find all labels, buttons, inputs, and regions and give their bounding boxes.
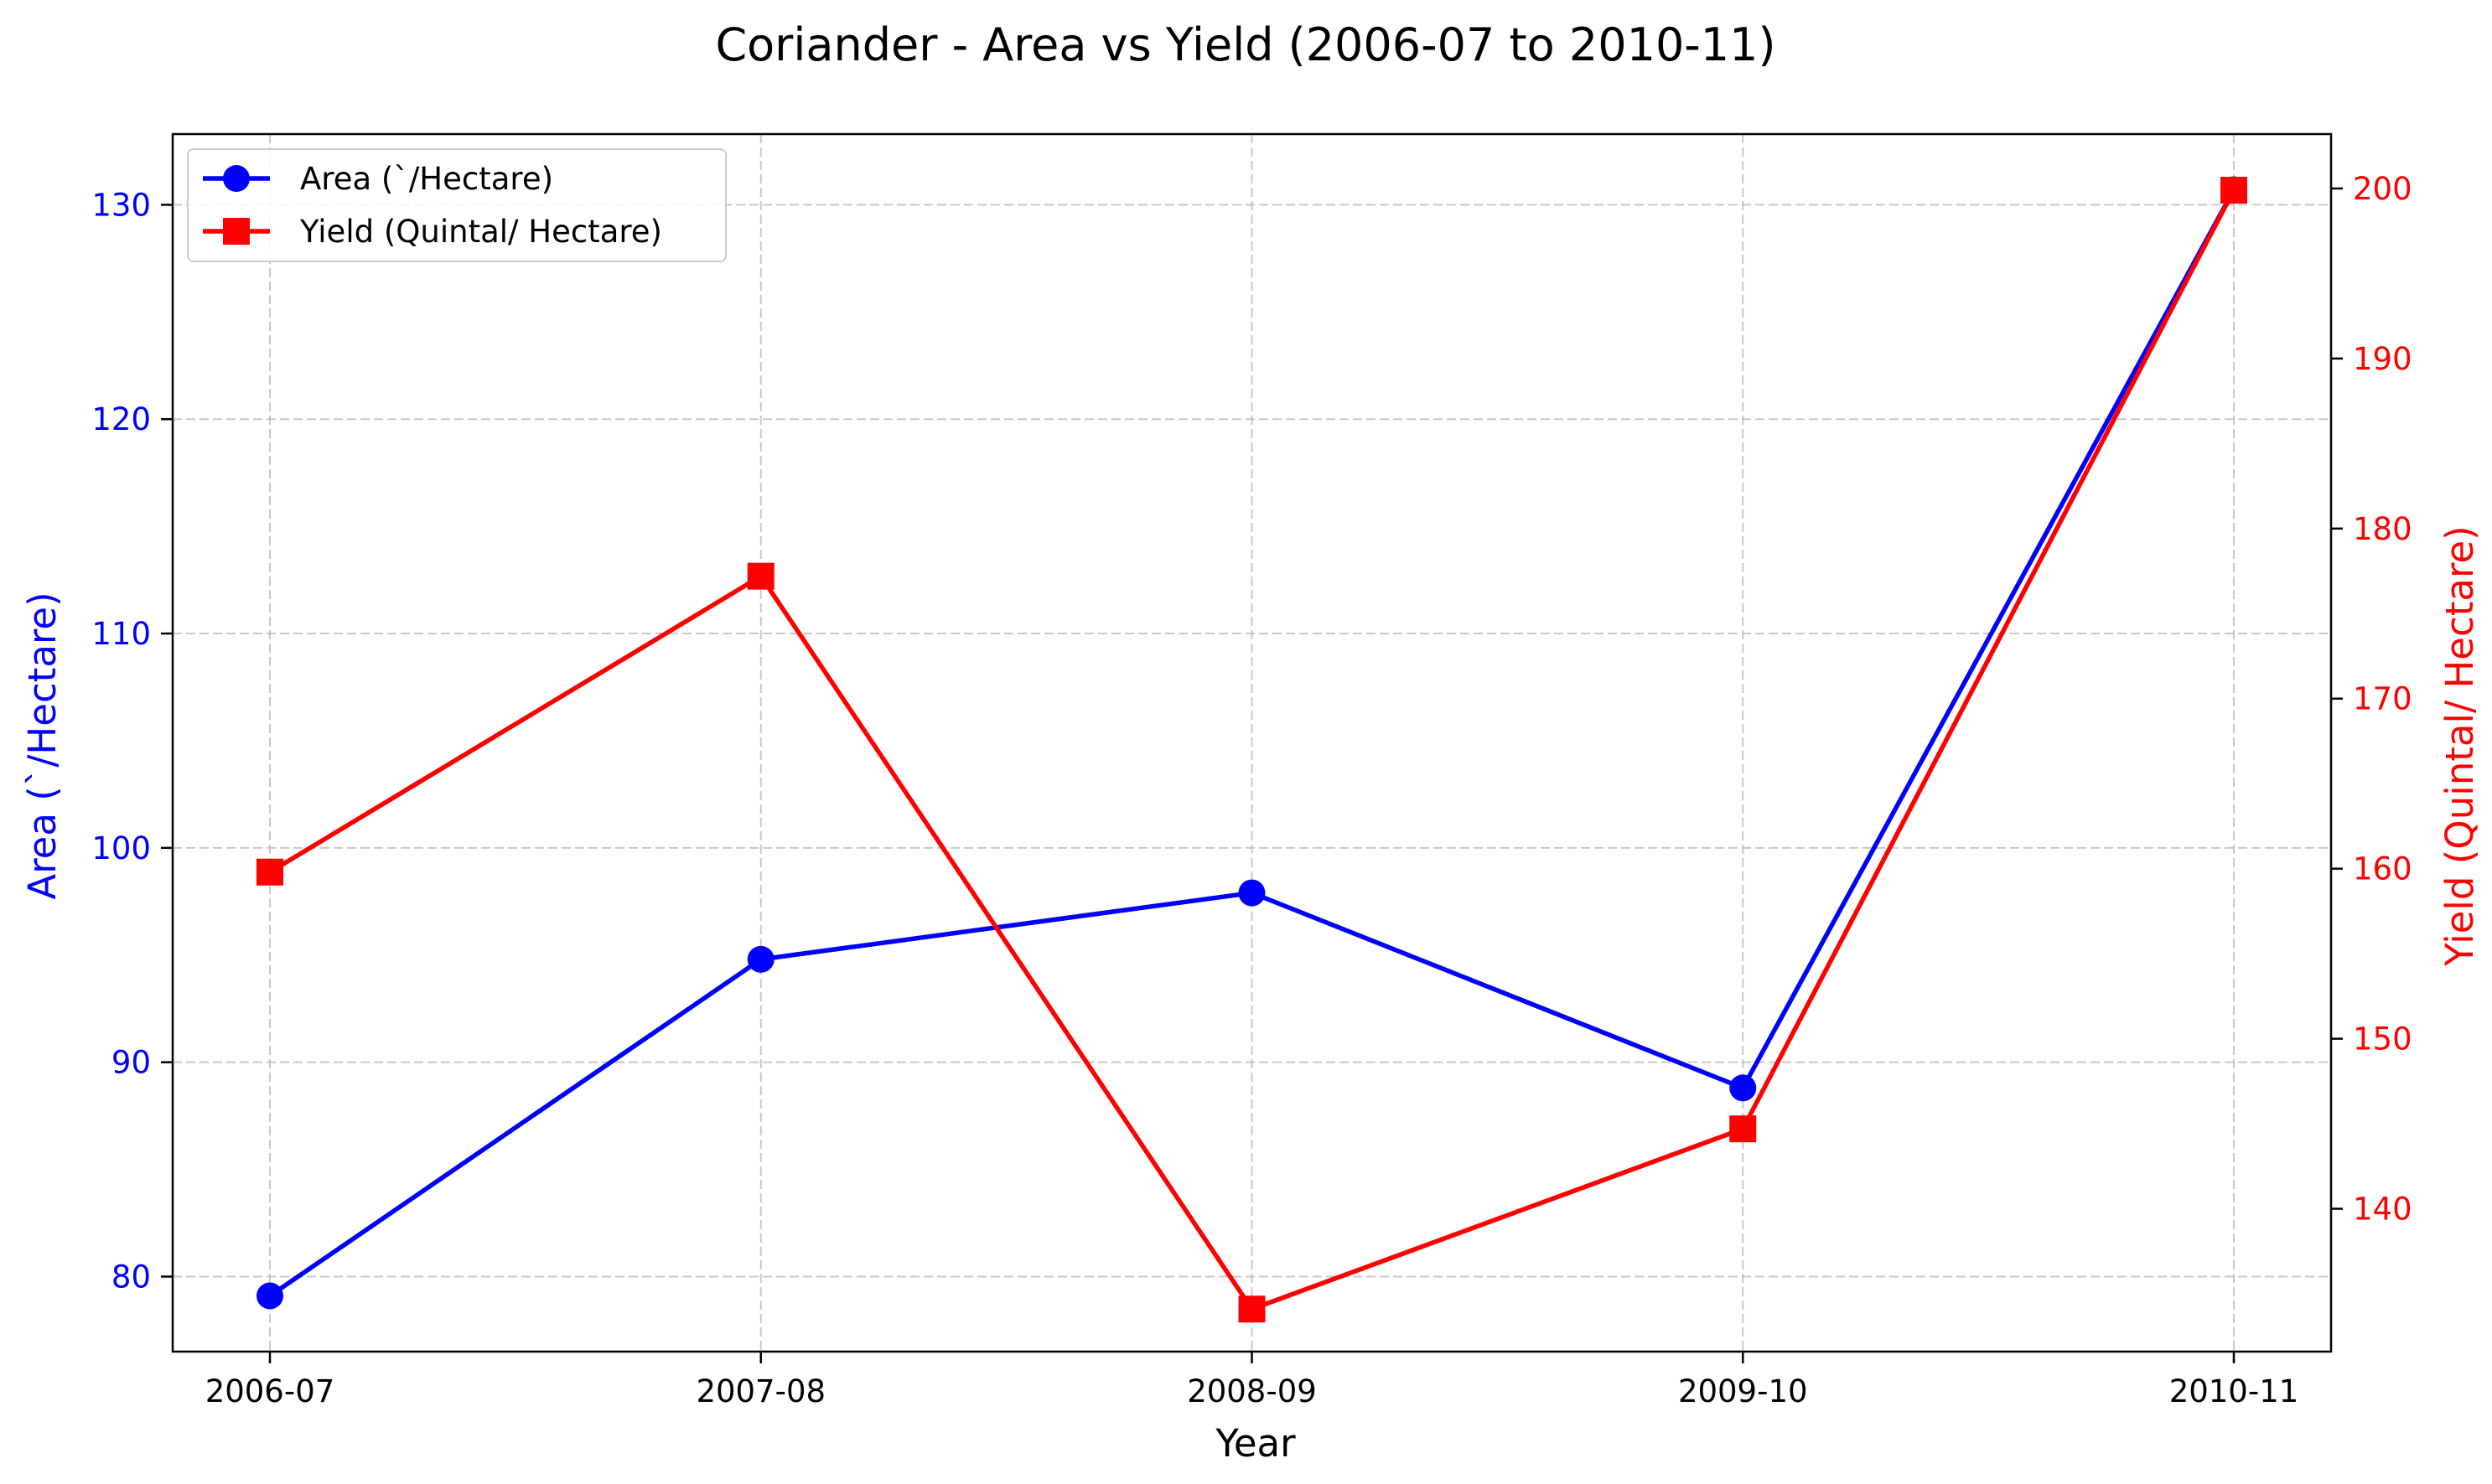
y-tick-label-right: 150	[2353, 1021, 2412, 1057]
legend-box	[187, 148, 727, 262]
x-tick-label: 2006-07	[205, 1373, 335, 1409]
y-tick-label-right: 200	[2353, 171, 2412, 207]
y-tick-label-right: 180	[2353, 511, 2412, 547]
y-axis-label-right: Yield (Quintal/ Hectare)	[2438, 525, 2482, 966]
y-tick-label-left: 110	[91, 616, 151, 652]
yield-point	[747, 562, 775, 590]
y-tick-label-left: 80	[111, 1259, 151, 1295]
x-tick-label: 2010-11	[2169, 1373, 2299, 1409]
x-tick-label: 2007-08	[696, 1373, 826, 1409]
grid-layer	[173, 134, 2331, 1352]
legend-marker-yield	[223, 218, 250, 245]
y-tick-label-right: 140	[2353, 1192, 2412, 1228]
ticks-layer: 2006-07 2007-08 2008-09 2009-10 2010-11 80 90 1…	[91, 171, 2412, 1409]
y-tick-label-left: 100	[91, 830, 151, 866]
chart-title: Coriander - Area vs Yield (2006-07 to 20…	[715, 18, 1775, 71]
x-axis-label: Year	[1215, 1421, 1296, 1466]
y-tick-label-left: 90	[111, 1045, 151, 1081]
area-point	[747, 945, 775, 973]
x-tick-label: 2009-10	[1678, 1373, 1808, 1409]
legend: Area (`/Hectare) Yield (Quintal/ Hectare)	[187, 148, 727, 262]
yield-point	[2220, 176, 2247, 204]
y-tick-label-right: 160	[2353, 851, 2412, 887]
legend-marker-area	[223, 165, 250, 192]
yield-point	[1238, 1295, 1266, 1323]
y-tick-label-left: 120	[91, 401, 151, 437]
x-tick-label: 2008-09	[1187, 1373, 1317, 1409]
y-tick-label-right: 170	[2353, 681, 2412, 717]
area-point	[256, 1282, 283, 1310]
y-tick-label-left: 130	[91, 187, 151, 223]
area-point	[1238, 879, 1266, 907]
legend-label-yield: Yield (Quintal/ Hectare)	[299, 214, 662, 250]
yield-point	[256, 858, 283, 886]
y-axis-label-left: Area (`/Hectare)	[20, 592, 65, 899]
yield-point	[1729, 1115, 1757, 1143]
series-layer	[256, 176, 2247, 1323]
area-point	[1729, 1074, 1757, 1102]
y-tick-label-right: 190	[2353, 341, 2412, 377]
legend-label-area: Area (`/Hectare)	[300, 161, 553, 197]
